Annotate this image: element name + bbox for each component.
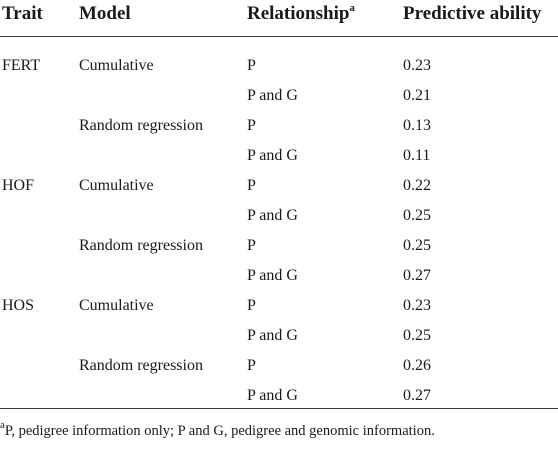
table-bottom-divider [0,408,558,409]
cell-relationship: P and G [247,267,298,284]
cell-model: Cumulative [79,297,154,314]
cell-relationship: P [247,237,256,254]
cell-relationship: P [247,357,256,374]
cell-value: 0.27 [403,387,431,404]
cell-value: 0.13 [403,117,431,134]
header-divider [0,36,558,37]
cell-relationship: P [247,177,256,194]
cell-relationship: P [247,117,256,134]
cell-value: 0.21 [403,87,431,104]
cell-value: 0.11 [403,147,431,164]
cell-relationship: P and G [247,147,298,164]
cell-trait: HOS [2,297,35,314]
cell-relationship: P [247,297,256,314]
cell-trait: FERT [2,57,41,74]
cell-trait: HOF [2,177,35,194]
header-relationship-footnote-marker: a [349,1,355,14]
footnote-marker: a [0,419,5,432]
header-model: Model [79,3,131,24]
header-trait: Trait [2,3,43,24]
table-footnote: aP, pedigree information only; P and G, … [0,420,435,440]
cell-model: Random regression [79,237,203,254]
cell-value: 0.26 [403,357,431,374]
cell-relationship: P [247,57,256,74]
cell-value: 0.27 [403,267,431,284]
cell-value: 0.22 [403,177,431,194]
header-relationship: Relationshipa [247,0,355,36]
cell-model: Random regression [79,117,203,134]
cell-model: Random regression [79,357,203,374]
cell-value: 0.23 [403,57,431,74]
cell-value: 0.25 [403,207,431,224]
cell-relationship: P and G [247,327,298,344]
cell-model: Cumulative [79,57,154,74]
header-relationship-label: Relationship [247,3,350,24]
cell-value: 0.23 [403,297,431,314]
cell-relationship: P and G [247,387,298,404]
cell-relationship: P and G [247,207,298,224]
footnote-text: P, pedigree information only; P and G, p… [4,423,435,439]
header-predictive-ability: Predictive ability [403,3,542,24]
cell-value: 0.25 [403,327,431,344]
cell-relationship: P and G [247,87,298,104]
cell-model: Cumulative [79,177,154,194]
cell-value: 0.25 [403,237,431,254]
